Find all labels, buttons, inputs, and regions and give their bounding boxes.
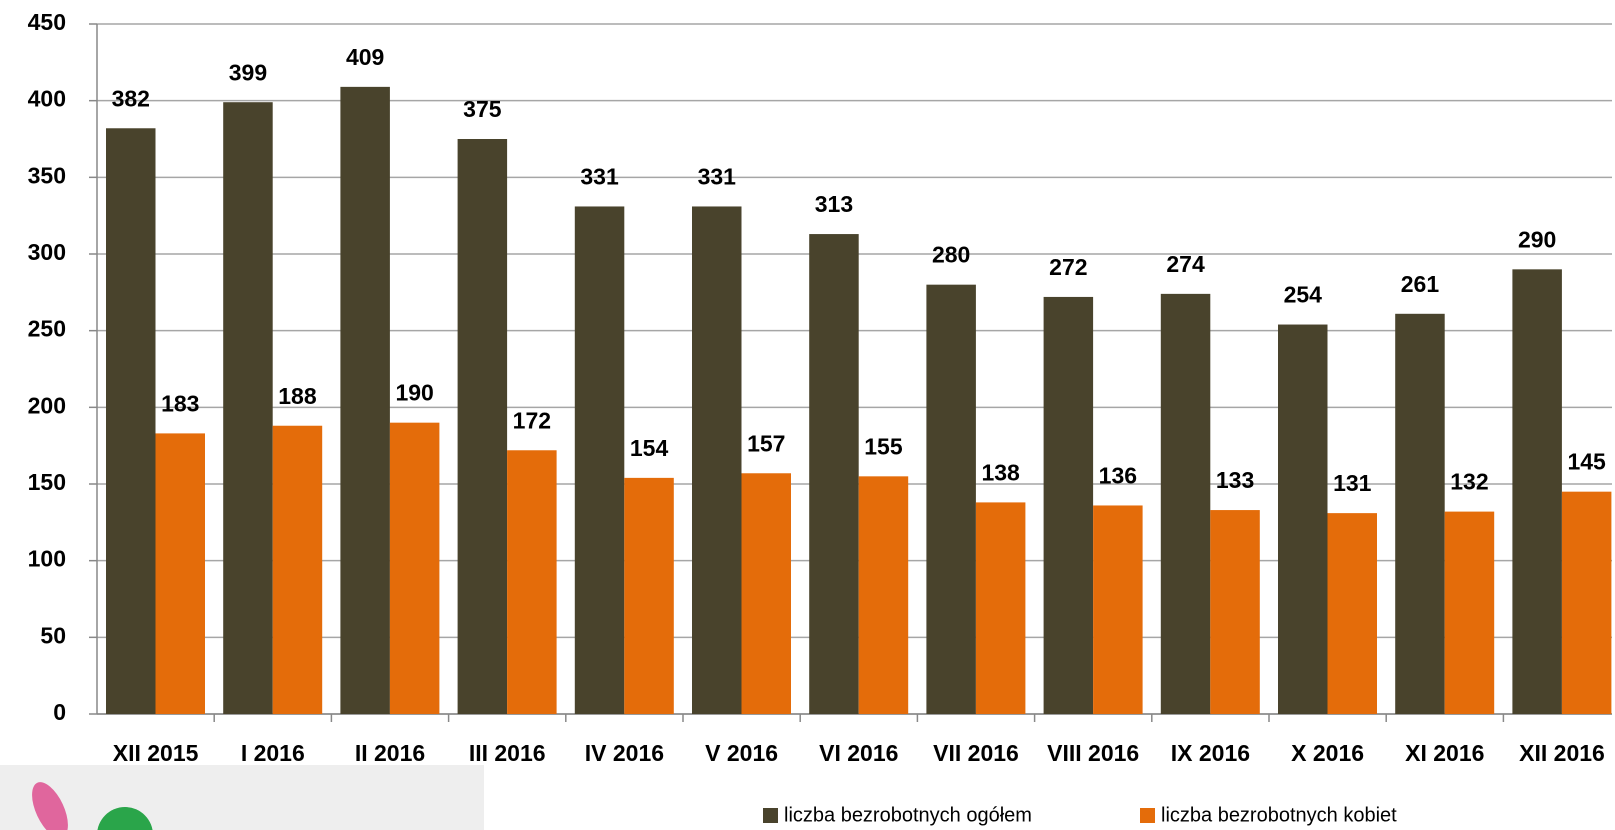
x-tick-label: XI 2016	[1405, 740, 1484, 766]
value-label: 157	[747, 430, 785, 456]
value-label: 290	[1518, 226, 1556, 252]
bar	[975, 502, 1026, 714]
bar	[1160, 293, 1211, 714]
legend-label: liczba bezrobotnych kobiet	[1161, 804, 1397, 826]
value-label: 272	[1049, 254, 1087, 280]
x-tick-label: X 2016	[1291, 740, 1364, 766]
value-label: 375	[463, 96, 502, 122]
value-label: 331	[698, 164, 737, 190]
y-tick-label: 100	[28, 546, 66, 572]
value-label: 138	[981, 459, 1020, 485]
y-tick-label: 250	[28, 316, 66, 342]
value-label: 145	[1567, 449, 1606, 475]
value-label: 261	[1401, 271, 1440, 297]
value-label: 399	[229, 59, 267, 85]
bar	[1327, 513, 1377, 714]
bar	[223, 102, 273, 714]
bar	[389, 422, 440, 714]
y-tick-label: 150	[28, 469, 66, 495]
y-tick-label: 450	[28, 9, 66, 35]
bar	[1210, 510, 1260, 714]
value-label: 131	[1333, 470, 1372, 496]
value-label: 382	[112, 85, 150, 111]
bar	[1512, 269, 1562, 714]
value-label: 254	[1284, 282, 1323, 308]
value-label: 188	[278, 383, 317, 409]
bar	[1395, 313, 1445, 714]
bar	[457, 139, 508, 714]
value-label: 280	[932, 242, 970, 268]
value-label: 183	[161, 390, 199, 416]
bar	[624, 477, 674, 714]
legend-swatch	[763, 808, 778, 823]
x-tick-label: I 2016	[241, 740, 305, 766]
x-tick-label: VII 2016	[933, 740, 1019, 766]
x-tick-label: XII 2015	[113, 740, 199, 766]
bar	[155, 433, 205, 714]
y-tick-label: 300	[28, 239, 66, 265]
bar	[507, 450, 557, 714]
value-label: 133	[1216, 467, 1254, 493]
legend-label: liczba bezrobotnych ogółem	[784, 804, 1032, 826]
bar	[106, 128, 156, 714]
value-label: 132	[1450, 469, 1488, 495]
x-tick-label: V 2016	[705, 740, 778, 766]
bar	[574, 206, 625, 714]
legend-swatch	[1140, 808, 1155, 823]
bar	[692, 206, 742, 714]
bar	[1093, 505, 1143, 714]
x-tick-label: IV 2016	[585, 740, 664, 766]
x-tick-label: VI 2016	[819, 740, 898, 766]
value-label: 190	[395, 380, 433, 406]
value-label: 155	[864, 433, 903, 459]
bar	[1561, 491, 1612, 714]
bar	[926, 284, 976, 714]
bar	[1043, 296, 1094, 714]
x-tick-label: III 2016	[469, 740, 546, 766]
bar	[1444, 511, 1495, 714]
y-tick-label: 200	[28, 392, 66, 418]
bar	[858, 476, 909, 714]
bar	[741, 473, 791, 714]
logo	[0, 765, 484, 830]
y-tick-label: 50	[40, 622, 66, 648]
x-tick-label: IX 2016	[1171, 740, 1250, 766]
bar	[1278, 324, 1328, 714]
value-label: 154	[630, 435, 669, 461]
value-label: 313	[815, 191, 853, 217]
bar	[340, 86, 390, 714]
y-tick-label: 350	[28, 162, 66, 188]
bar	[272, 425, 323, 714]
x-tick-label: XII 2016	[1519, 740, 1605, 766]
value-label: 136	[1099, 463, 1137, 489]
y-tick-label: 400	[28, 86, 66, 112]
y-tick-label: 0	[53, 699, 66, 725]
value-label: 274	[1166, 251, 1205, 277]
x-tick-label: II 2016	[355, 740, 425, 766]
value-label: 172	[513, 407, 551, 433]
x-tick-label: VIII 2016	[1047, 740, 1139, 766]
value-label: 331	[580, 164, 619, 190]
bar	[809, 234, 859, 715]
value-label: 409	[346, 44, 384, 70]
